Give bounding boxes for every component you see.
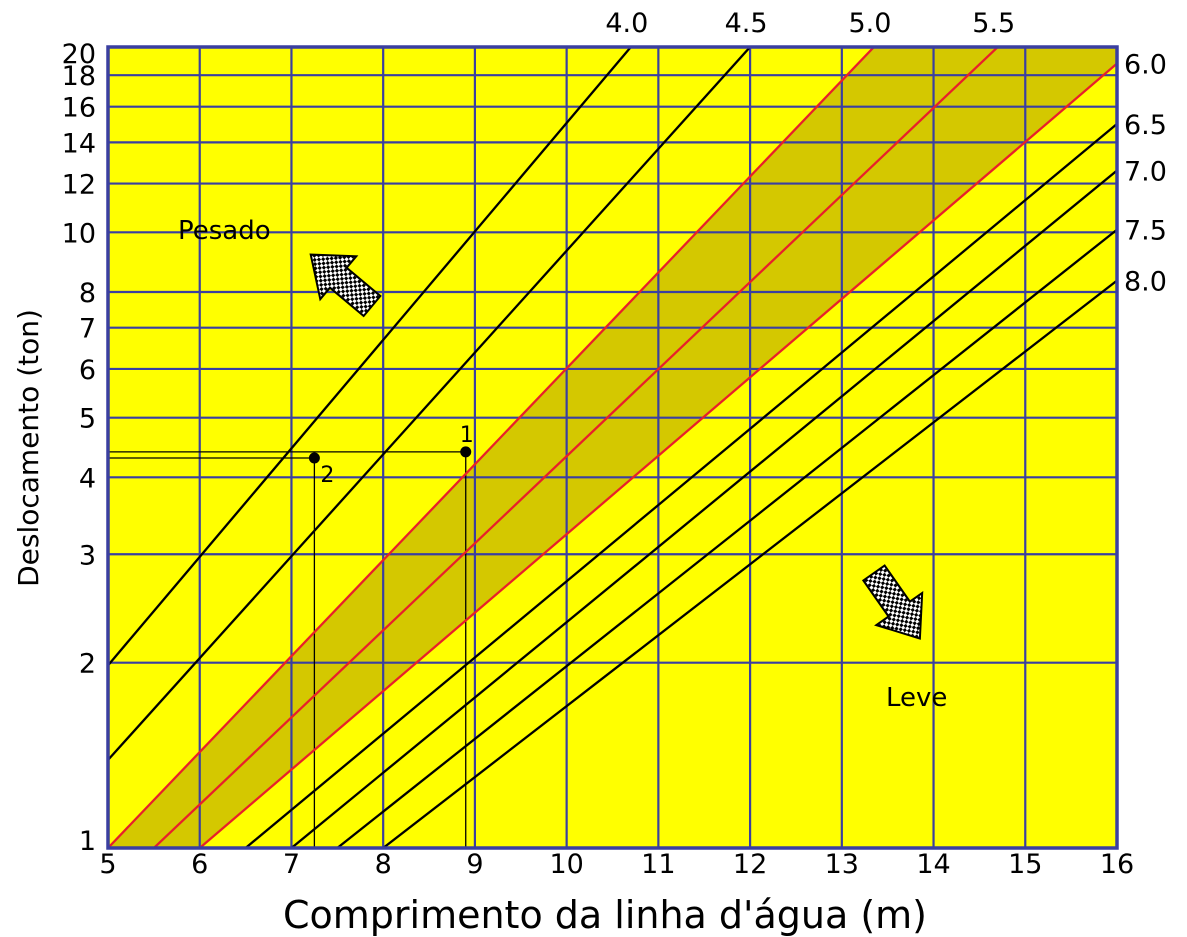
slope-label: 7.0 xyxy=(1124,157,1167,188)
slope-label: 4.5 xyxy=(725,8,768,39)
y-tick-label: 4 xyxy=(79,463,96,494)
slope-label: 4.0 xyxy=(605,8,648,39)
y-tick-label: 8 xyxy=(79,278,96,309)
data-point xyxy=(308,452,320,464)
x-tick-label: 6 xyxy=(191,849,208,880)
x-tick-label: 12 xyxy=(733,849,767,880)
y-tick-label: 5 xyxy=(79,404,96,435)
series-line xyxy=(197,62,1117,848)
shaded-band xyxy=(108,47,1117,848)
slope-label: 6.0 xyxy=(1124,50,1167,81)
y-tick-label: 20 xyxy=(62,39,96,70)
y-tick-label: 16 xyxy=(62,93,96,124)
series-line xyxy=(152,47,1000,848)
annotation-pesado: Pesado xyxy=(178,216,271,246)
point-label: 2 xyxy=(320,463,334,488)
point-label: 1 xyxy=(460,423,474,448)
y-tick-label: 1 xyxy=(79,826,96,857)
x-tick-label: 13 xyxy=(825,849,859,880)
series-line xyxy=(335,228,1117,848)
arrow-icon xyxy=(309,253,382,318)
y-tick-label: 6 xyxy=(79,355,96,386)
x-tick-label: 7 xyxy=(283,849,300,880)
x-tick-label: 8 xyxy=(375,849,392,880)
annotation-leve: Leve xyxy=(886,683,947,713)
series-line xyxy=(108,47,876,848)
series-line xyxy=(289,169,1117,848)
series-line xyxy=(381,279,1117,848)
x-tick-label: 10 xyxy=(549,849,583,880)
x-tick-label: 15 xyxy=(1008,849,1042,880)
data-point xyxy=(460,446,472,458)
x-tick-label: 9 xyxy=(466,849,483,880)
y-tick-label: 14 xyxy=(62,128,96,159)
slope-label: 7.5 xyxy=(1124,216,1167,247)
arrow-icon xyxy=(861,564,924,640)
x-tick-label: 14 xyxy=(916,849,950,880)
y-tick-label: 7 xyxy=(79,314,96,345)
series-line xyxy=(108,47,752,762)
x-axis-title: Comprimento da linha d'água (m) xyxy=(283,893,927,937)
x-tick-label: 16 xyxy=(1100,849,1134,880)
y-tick-label: 18 xyxy=(62,61,96,92)
y-tick-label: 3 xyxy=(79,540,96,571)
slope-label: 5.0 xyxy=(848,8,891,39)
y-tick-label: 2 xyxy=(79,649,96,680)
slope-label: 5.5 xyxy=(972,8,1015,39)
y-axis-title: Deslocamento (ton) xyxy=(12,309,45,587)
slope-label: 8.0 xyxy=(1124,267,1167,298)
y-tick-label: 10 xyxy=(62,218,96,249)
y-tick-label: 12 xyxy=(62,170,96,201)
series-line xyxy=(243,122,1117,848)
x-tick-label: 5 xyxy=(99,849,116,880)
series-line xyxy=(108,47,633,668)
slope-label: 6.5 xyxy=(1124,110,1167,141)
x-tick-label: 11 xyxy=(641,849,675,880)
plot-frame xyxy=(106,45,1119,850)
